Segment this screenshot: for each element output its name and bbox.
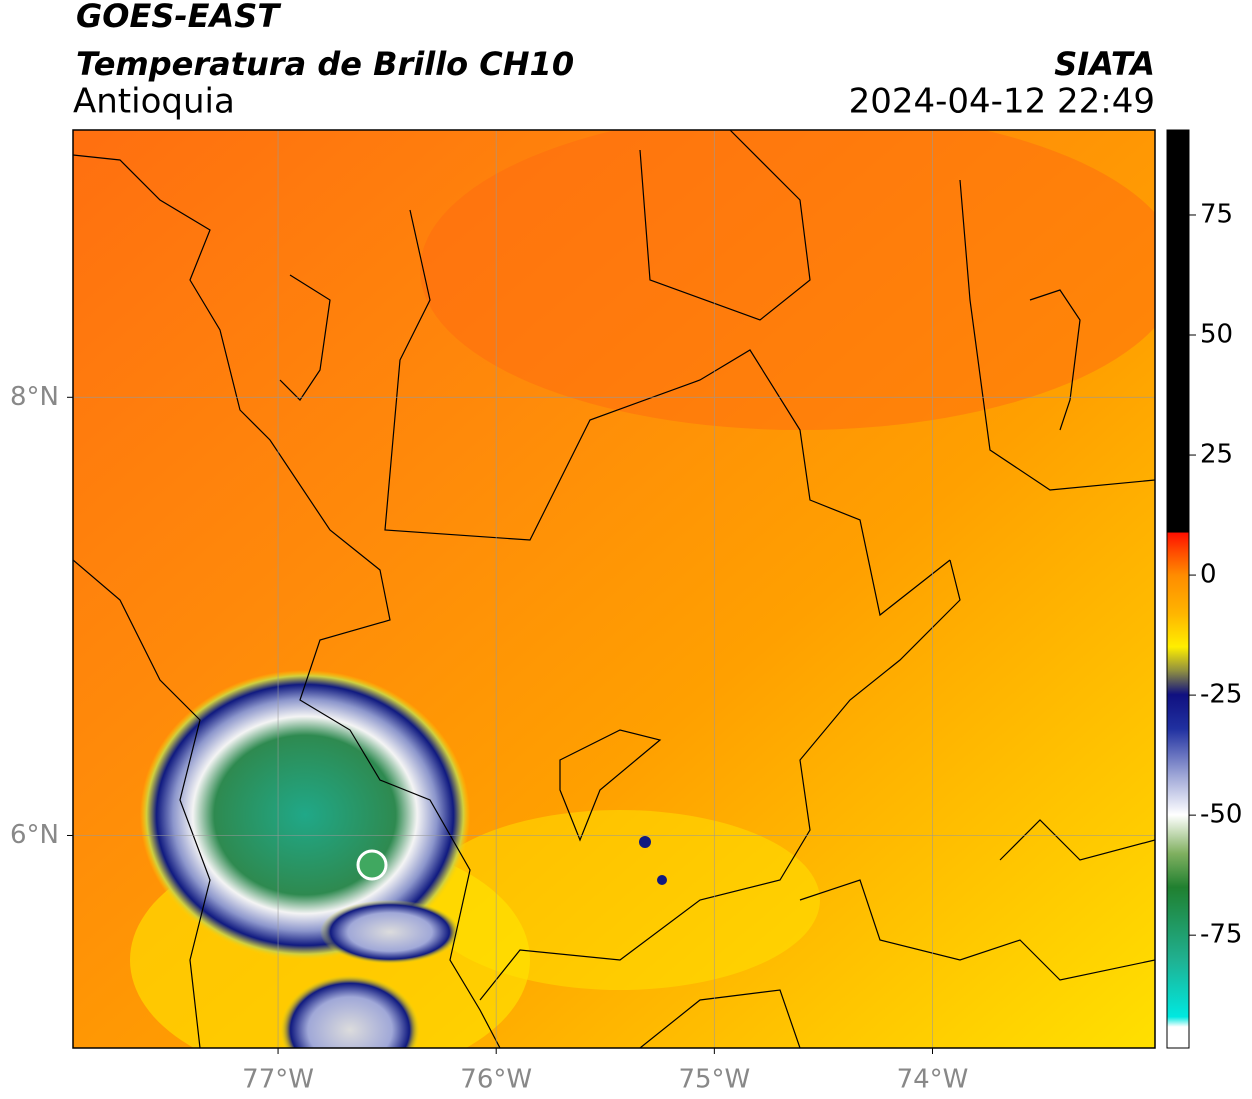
colorbar-tick-label: 25 xyxy=(1200,440,1233,470)
region: Antioquia xyxy=(73,82,235,122)
map-image xyxy=(73,130,1155,1048)
graticule xyxy=(73,130,1155,1048)
source: SIATA xyxy=(1054,45,1155,83)
colorbar-tick-label: -25 xyxy=(1200,680,1242,710)
y-tick-label: 8°N xyxy=(10,382,59,412)
map-frame xyxy=(72,129,1156,1049)
x-tick-label: 77°W xyxy=(242,1065,314,1095)
colorbar xyxy=(1166,129,1190,1049)
colorbar-tick-label: 75 xyxy=(1200,199,1233,229)
y-tick-label: 6°N xyxy=(10,820,59,850)
colorbar-tick-label: 0 xyxy=(1200,560,1217,590)
x-tick-label: 75°W xyxy=(678,1065,750,1095)
colorbar-tick-label: 50 xyxy=(1200,320,1233,350)
x-tick-label: 76°W xyxy=(460,1065,532,1095)
colorbar-tick-label: -50 xyxy=(1200,800,1242,830)
subtitle: Temperatura de Brillo CH10 xyxy=(76,45,574,83)
title: GOES-EAST xyxy=(76,0,281,35)
x-tick-label: 74°W xyxy=(897,1065,969,1095)
colorbar-tick-label: -75 xyxy=(1200,920,1242,950)
datetime: 2024-04-12 22:49 xyxy=(849,82,1155,122)
